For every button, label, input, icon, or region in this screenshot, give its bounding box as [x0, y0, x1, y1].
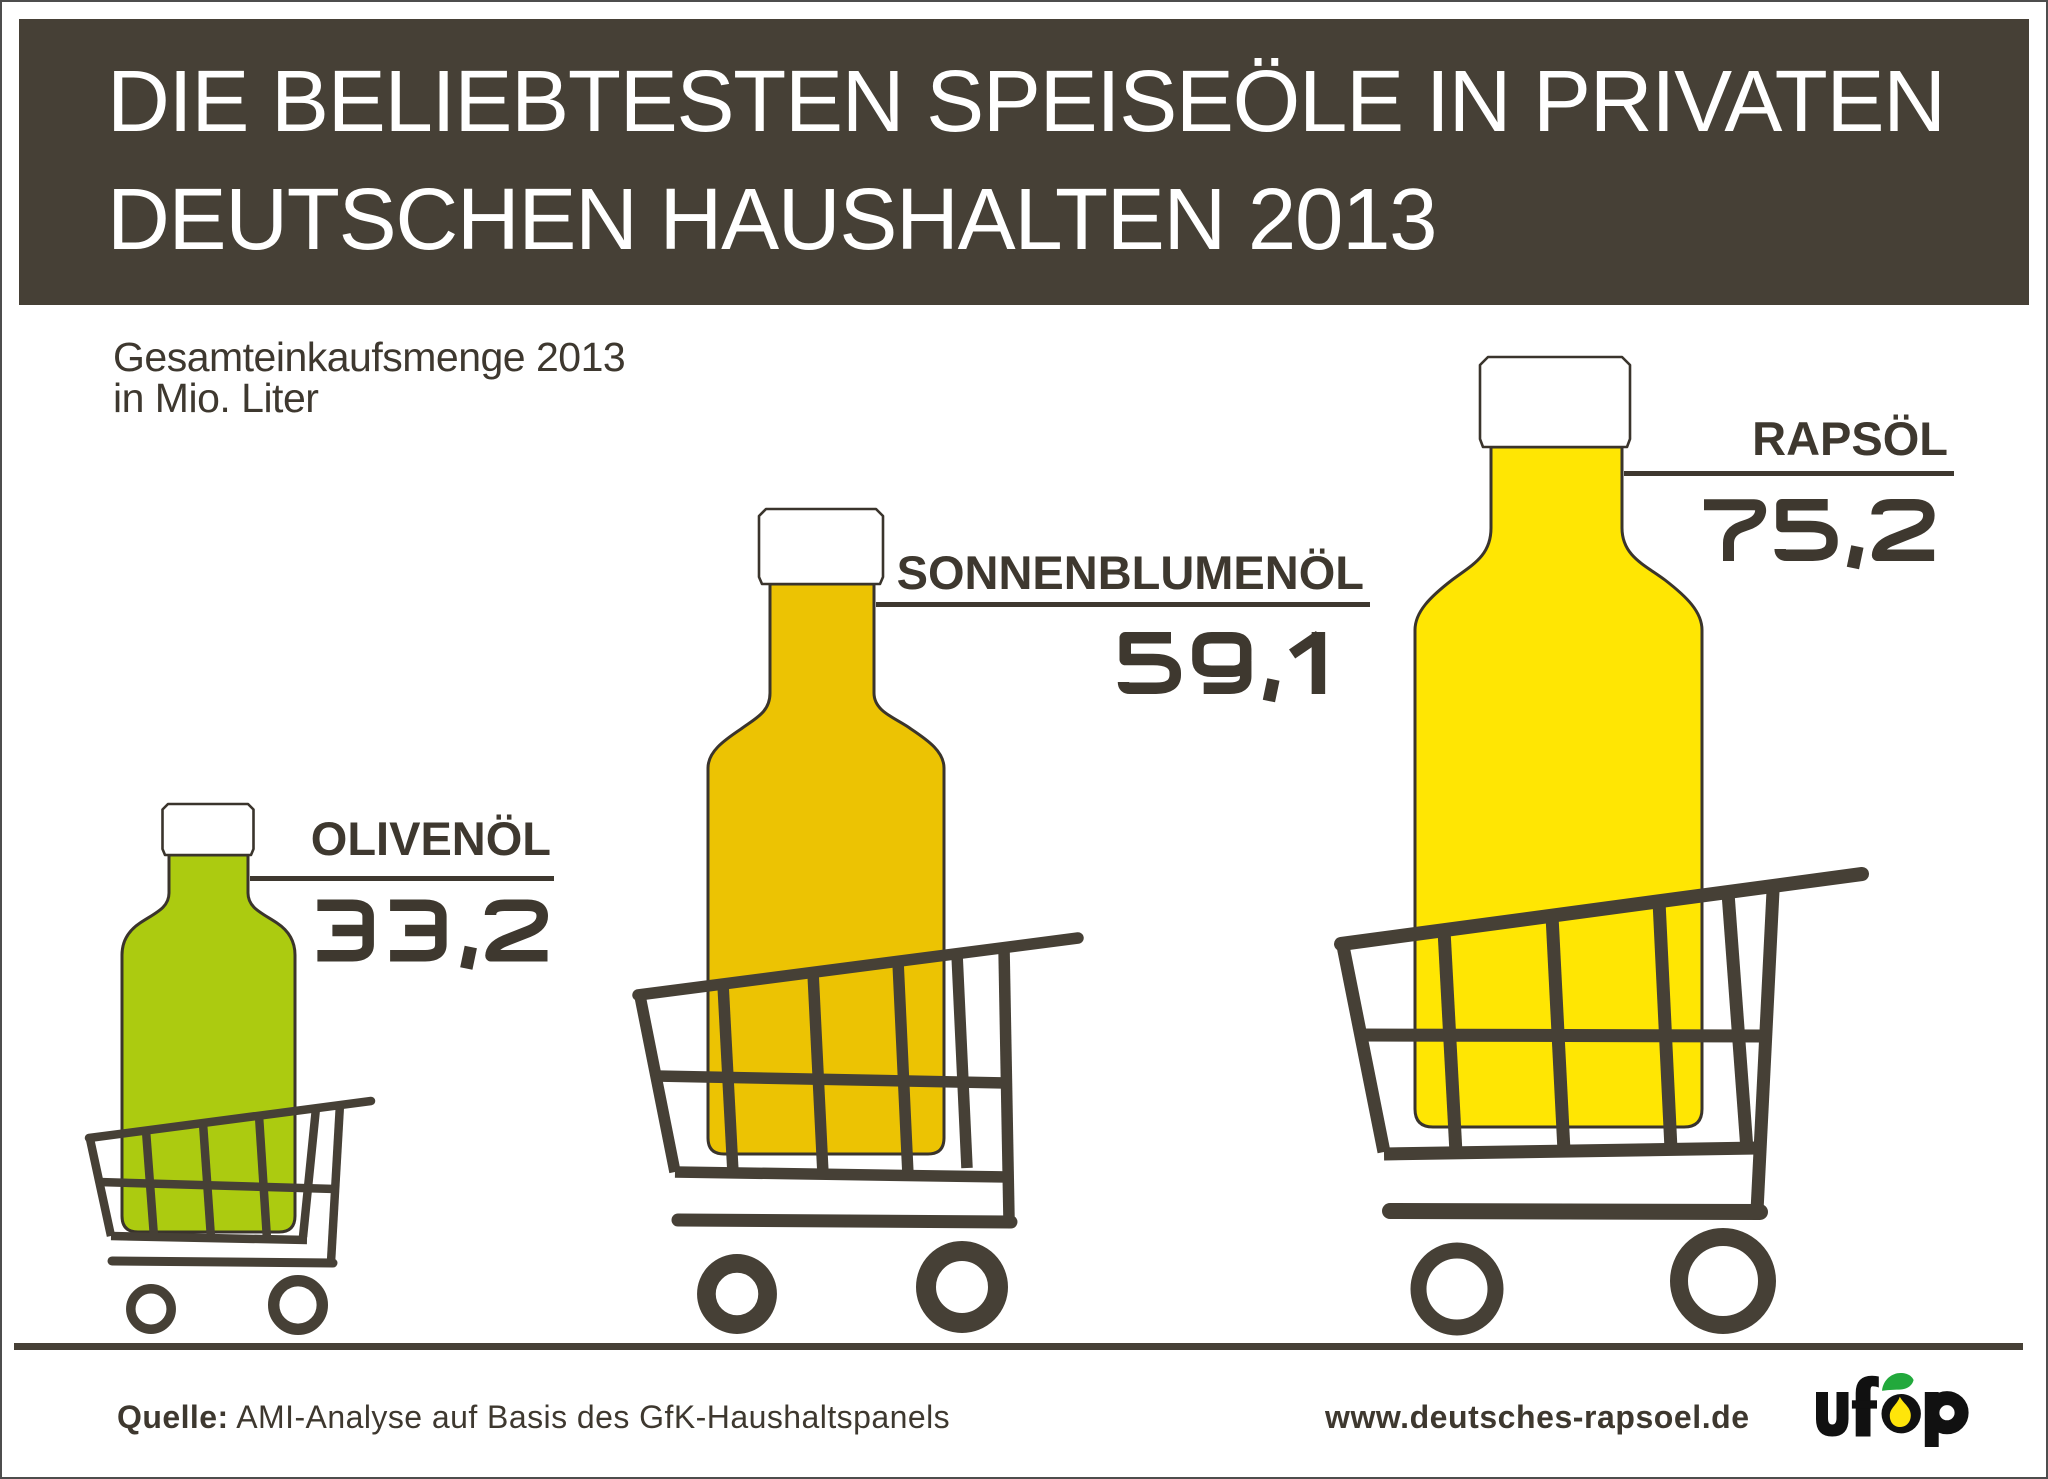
svg-text:in Mio. Liter: in Mio. Liter	[113, 375, 318, 421]
svg-text:DEUTSCHEN HAUSHALTEN 2013: DEUTSCHEN HAUSHALTEN 2013	[107, 171, 1436, 268]
svg-text:Quelle: AMI-Analyse auf Basis: Quelle: AMI-Analyse auf Basis des GfK-Ha…	[117, 1399, 950, 1435]
svg-text:www.deutsches-rapsoel.de: www.deutsches-rapsoel.de	[1324, 1399, 1750, 1435]
svg-text:OLIVENÖL: OLIVENÖL	[311, 812, 551, 865]
svg-text:DIE BELIEBTESTEN SPEISEÖLE IN: DIE BELIEBTESTEN SPEISEÖLE IN PRIVATEN	[107, 53, 1945, 150]
svg-text:Gesamteinkaufsmenge 2013: Gesamteinkaufsmenge 2013	[113, 334, 625, 380]
svg-text:SONNENBLUMENÖL: SONNENBLUMENÖL	[897, 546, 1364, 599]
svg-text:RAPSÖL: RAPSÖL	[1752, 412, 1948, 465]
